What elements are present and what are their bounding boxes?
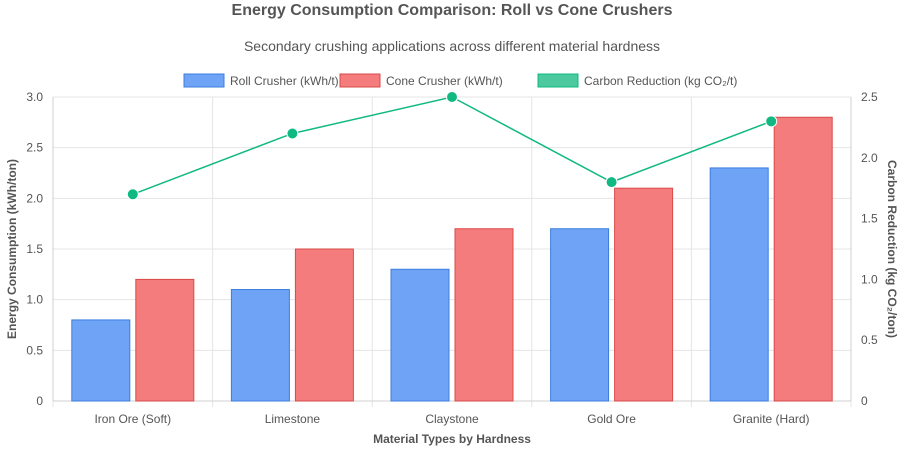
left-axis-ticks: 0 0.5 1.0 1.5 2.0 2.5 3.0: [26, 90, 43, 408]
x-tick-label: Claystone: [425, 412, 479, 426]
legend-swatch: [339, 73, 381, 88]
legend-label: Roll Crusher (kWh/t): [230, 74, 339, 88]
y2-tick-label: 2.5: [861, 90, 878, 104]
y2-tick-label: 0.5: [861, 333, 878, 347]
y2-tick-label: 1.0: [861, 272, 878, 286]
carbon-reduction-point: [446, 91, 458, 103]
cone-crusher-bar: [454, 228, 514, 402]
y2-axis-title: Carbon Reduction (kg CO₂/ton): [885, 160, 899, 338]
carbon-reduction-line: [132, 96, 772, 195]
legend-label: Cone Crusher (kWh/t): [386, 74, 503, 88]
y-tick-label: 2.5: [26, 141, 43, 155]
bars: [71, 116, 833, 402]
y2-tick-label: 0: [861, 394, 868, 408]
roll-crusher-bar: [230, 289, 290, 402]
cone-crusher-bar: [294, 248, 354, 402]
carbon-reduction-point: [126, 188, 139, 201]
x-tick-label: Limestone: [265, 412, 321, 426]
y-tick-label: 3.0: [26, 90, 43, 104]
cone-crusher-bar: [773, 116, 833, 402]
y2-tick-label: 1.5: [861, 212, 878, 226]
legend-swatch: [537, 73, 579, 88]
legend-swatch: [183, 73, 225, 88]
y-tick-label: 0.5: [26, 343, 43, 357]
y-tick-label: 2.0: [26, 191, 43, 205]
legend-item[interactable]: Roll Crusher (kWh/t): [183, 73, 339, 88]
right-axis-ticks: 0 0.5 1.0 1.5 2.0 2.5: [861, 90, 878, 408]
y2-tick-label: 2.0: [861, 151, 878, 165]
x-tick-label: Gold Ore: [587, 412, 636, 426]
x-tick-label: Granite (Hard): [733, 412, 810, 426]
legend-item[interactable]: Cone Crusher (kWh/t): [339, 73, 503, 88]
roll-crusher-bar: [709, 167, 769, 402]
carbon-line: [126, 91, 778, 201]
roll-crusher-bar: [550, 228, 610, 402]
legend-item[interactable]: Carbon Reduction (kg CO₂/t): [537, 73, 737, 88]
carbon-reduction-point: [605, 176, 618, 189]
x-tick-label: Iron Ore (Soft): [94, 412, 171, 426]
cone-crusher-bar: [135, 278, 195, 402]
chart-title: Energy Consumption Comparison: Roll vs C…: [232, 2, 673, 19]
cone-crusher-bar: [614, 187, 674, 402]
carbon-reduction-point: [286, 127, 299, 140]
roll-crusher-bar: [390, 268, 450, 402]
x-axis-title: Material Types by Hardness: [373, 432, 531, 446]
legend-label: Carbon Reduction (kg CO₂/t): [584, 74, 737, 88]
y-tick-label: 1.0: [26, 293, 43, 307]
chart-subtitle: Secondary crushing applications across d…: [244, 38, 660, 54]
y-tick-label: 1.5: [26, 242, 43, 256]
legend: Roll Crusher (kWh/t) Cone Crusher (kWh/t)…: [183, 73, 737, 88]
y-tick-label: 0: [36, 394, 43, 408]
y-axis-title: Energy Consumption (kWh/ton): [5, 159, 19, 339]
carbon-reduction-point: [765, 115, 778, 128]
roll-crusher-bar: [71, 319, 131, 402]
x-axis-ticks: Iron Ore (Soft) Limestone Claystone Gold Or…: [94, 412, 809, 426]
